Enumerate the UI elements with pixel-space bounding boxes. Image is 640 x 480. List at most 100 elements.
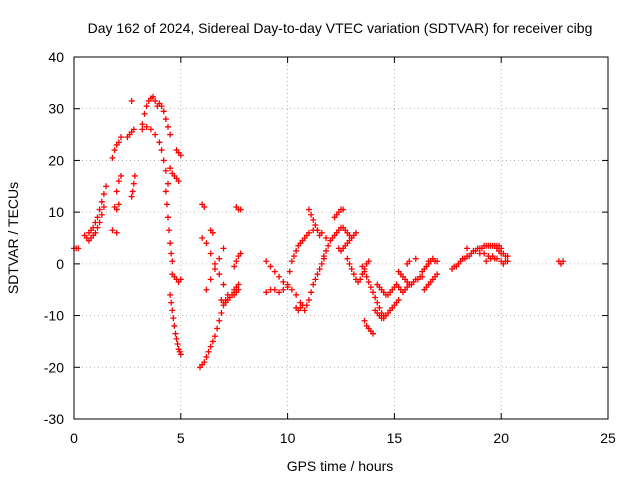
data-point: [350, 271, 357, 278]
data-point: [94, 214, 101, 221]
data-point: [115, 201, 122, 208]
series-segment-be: [498, 258, 511, 267]
series-segment-aj: [331, 206, 347, 221]
x-tick-label: 20: [493, 430, 509, 446]
data-point: [374, 299, 381, 306]
data-point: [150, 93, 157, 100]
series-segment-u: [203, 245, 227, 293]
data-point: [305, 297, 312, 304]
data-point: [75, 245, 82, 252]
data-point: [174, 341, 181, 348]
series-segment-an: [361, 317, 377, 337]
data-point: [113, 188, 120, 195]
data-point: [365, 258, 372, 265]
data-point: [276, 289, 283, 296]
data-point: [308, 211, 315, 218]
data-point: [172, 330, 179, 337]
y-tick-label: 20: [48, 152, 64, 168]
data-point: [177, 276, 184, 283]
y-tick-label: -20: [44, 359, 64, 375]
data-point: [303, 302, 310, 309]
data-point: [434, 258, 441, 265]
data-point: [293, 247, 300, 254]
data-point: [139, 121, 146, 128]
data-point: [357, 276, 364, 283]
x-tick-label: 0: [70, 430, 78, 446]
x-tick-label: 25: [600, 430, 616, 446]
data-point: [162, 188, 169, 195]
data-point: [117, 134, 124, 141]
series-segment-g: [113, 172, 124, 195]
series-segment-j: [128, 172, 138, 200]
data-point: [111, 147, 118, 154]
series-segment-ar: [402, 273, 426, 293]
y-tick-label: -10: [44, 308, 64, 324]
series-segment-av: [421, 271, 441, 293]
series-segment-f: [109, 227, 120, 236]
data-point: [203, 240, 210, 247]
data-point: [92, 229, 99, 236]
data-point: [288, 286, 295, 293]
y-tick-label: 30: [48, 101, 64, 117]
data-point: [100, 191, 107, 198]
data-point: [312, 222, 319, 229]
data-point: [167, 240, 174, 247]
series-segment-e: [111, 201, 122, 213]
data-point: [267, 263, 274, 270]
series-segment-at: [412, 255, 419, 262]
data-point: [395, 297, 402, 304]
series-segment-d: [109, 134, 124, 161]
series-segment-p: [173, 147, 184, 159]
x-tick-label: 10: [280, 430, 296, 446]
data-point: [128, 97, 135, 104]
data-point: [352, 229, 359, 236]
data-point: [170, 315, 177, 322]
data-point: [131, 172, 138, 179]
data-point: [109, 227, 116, 234]
data-point: [346, 260, 353, 267]
data-point: [237, 206, 244, 213]
data-point: [98, 198, 105, 205]
data-point: [314, 271, 321, 278]
series-segment-az: [464, 245, 471, 252]
x-axis-ticks: 0 5 10 15 20 25: [70, 57, 616, 446]
data-point: [406, 258, 413, 265]
data-point: [220, 245, 227, 252]
data-point: [109, 154, 116, 161]
series-segment-h: [124, 126, 137, 141]
series-segment-ai: [320, 224, 353, 260]
series-segment-z: [233, 203, 244, 213]
data-point: [203, 353, 210, 360]
data-point: [113, 229, 120, 236]
series-segment-aa: [231, 250, 244, 270]
data-point: [316, 266, 323, 273]
series-segment-t: [199, 235, 227, 288]
data-point: [280, 286, 287, 293]
data-point: [344, 255, 351, 262]
series-segment-ak: [335, 229, 359, 254]
data-point: [207, 250, 214, 257]
series-segment-m: [162, 188, 176, 265]
data-point: [365, 278, 372, 285]
data-point: [167, 165, 174, 172]
data-point: [359, 263, 366, 270]
data-point: [293, 291, 300, 298]
data-point: [205, 348, 212, 355]
data-point: [216, 317, 223, 324]
y-tick-label: 40: [48, 49, 64, 65]
series-segment-bd: [493, 245, 511, 260]
data-point: [171, 322, 178, 329]
series-segment-n: [156, 100, 174, 138]
data-point: [361, 268, 368, 275]
series-segment-as: [404, 258, 413, 267]
data-point: [323, 247, 330, 254]
data-point: [308, 289, 315, 296]
data-point: [209, 338, 216, 345]
data-point: [211, 260, 218, 267]
data-point: [320, 253, 327, 260]
data-point: [164, 123, 171, 130]
data-point: [141, 110, 148, 117]
data-point: [376, 304, 383, 311]
series-segment-v: [199, 201, 208, 210]
